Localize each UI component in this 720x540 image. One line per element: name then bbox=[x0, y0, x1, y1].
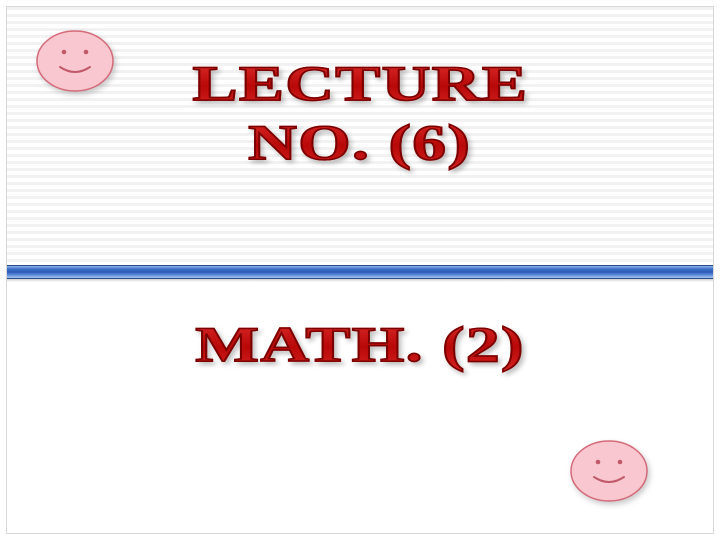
smiley-face-icon bbox=[569, 439, 649, 503]
subtitle-text: MATH. (2) bbox=[195, 315, 525, 373]
title-line-2: NO. (6) bbox=[248, 110, 471, 175]
title-line-1: LECTURE bbox=[192, 57, 528, 110]
slide-frame: LECTURE NO. (6) MATH. (2) bbox=[6, 6, 714, 534]
horizontal-divider bbox=[7, 263, 713, 281]
smiley-face-icon bbox=[35, 29, 115, 93]
subtitle-block: MATH. (2) bbox=[7, 315, 713, 373]
